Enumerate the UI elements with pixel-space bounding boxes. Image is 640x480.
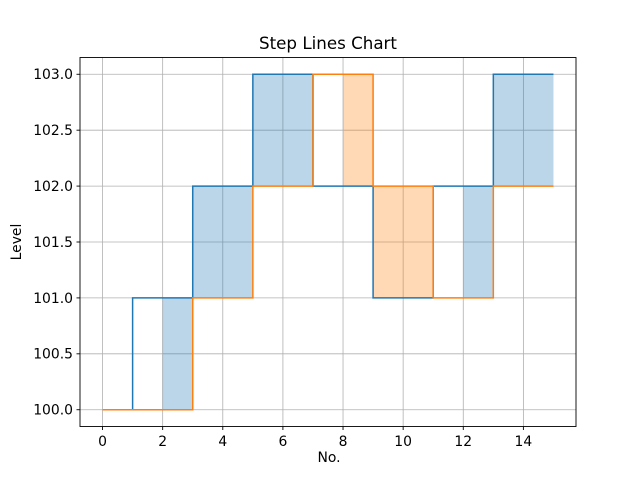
fill-region [162,297,193,410]
x-tick-label: 8 [339,434,348,450]
x-tick-label: 0 [98,434,107,450]
fill-region [343,74,374,187]
y-tick-label: 102.0 [33,179,73,195]
tick-marks [76,73,524,430]
y-tick-label: 103.0 [33,67,73,83]
x-tick-label: 6 [278,434,287,450]
y-tick-label: 102.5 [33,123,73,139]
fill-regions [162,74,554,410]
x-tick-label: 14 [515,434,533,450]
plot-area: 0 2 4 6 8 10 12 14 100.0 100.5 101.0 101.5 102.0 102.… [33,57,577,450]
x-axis-label: No. [317,450,340,466]
x-tick-label: 4 [218,434,227,450]
y-tick-label: 101.0 [33,291,73,307]
fill-region [463,186,494,298]
fill-region [493,74,554,187]
fill-region [192,186,253,298]
y-tick-label: 101.5 [33,235,73,251]
x-tick-label: 10 [394,434,412,450]
y-axis-label: Level [9,224,25,261]
step-line-orange-series [102,73,554,411]
fill-region [252,74,313,187]
y-tick-label: 100.0 [33,403,73,419]
x-tick-label: 12 [454,434,472,450]
tick-labels: 0 2 4 6 8 10 12 14 100.0 100.5 101.0 101.5 102.0 102.… [33,67,532,450]
x-tick-label: 2 [158,434,167,450]
chart-title: Step Lines Chart [259,33,397,53]
fill-region [373,186,434,298]
y-tick-label: 100.5 [33,347,73,363]
